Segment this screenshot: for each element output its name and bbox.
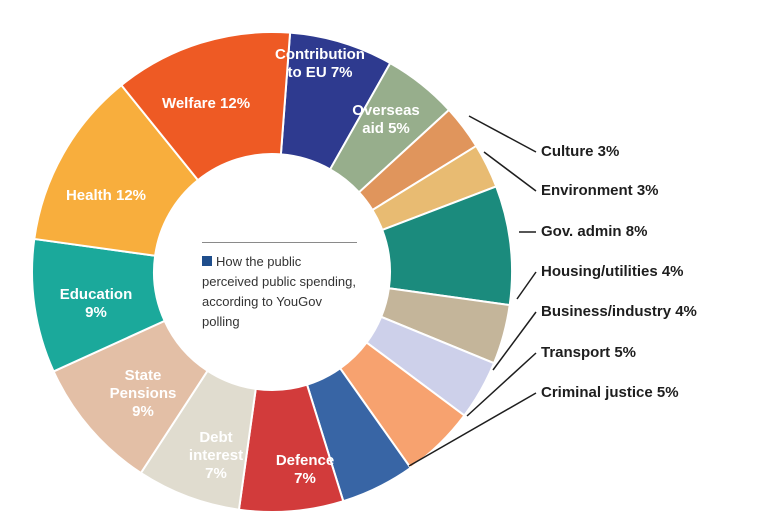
label-overseas-aid-5: Overseas aid 5%	[352, 102, 420, 137]
label-contribution-to-eu-7: Contribution to EU 7%	[275, 46, 365, 81]
slice-welfare-12	[119, 31, 292, 182]
legend-text: How the public perceived public spending…	[202, 254, 356, 329]
slice-health-12	[33, 83, 200, 257]
label-housing-utilities-4: Housing/utilities 4%	[541, 263, 684, 280]
leader-line-housing-utilities-4	[516, 271, 537, 300]
label-environment-3: Environment 3%	[541, 182, 659, 199]
label-transport-5: Transport 5%	[541, 344, 636, 361]
label-debt-interest-7: Debt interest 7%	[189, 429, 243, 482]
label-culture-3: Culture 3%	[541, 143, 619, 160]
leader-line-criminal-justice-5	[408, 392, 537, 467]
label-education-9: Education 9%	[60, 286, 133, 321]
label-business-industry-4: Business/industry 4%	[541, 303, 697, 320]
leader-line-business-industry-4	[492, 311, 537, 371]
label-welfare-12: Welfare 12%	[162, 95, 250, 112]
label-criminal-justice-5: Criminal justice 5%	[541, 384, 679, 401]
legend-swatch	[202, 256, 212, 266]
leader-line-culture-3	[468, 115, 537, 153]
label-state-pensions-9: State Pensions 9%	[110, 367, 177, 420]
label-health-12: Health 12%	[66, 187, 146, 204]
chart-legend: How the public perceived public spending…	[202, 242, 357, 332]
leader-line-environment-3	[483, 151, 537, 192]
label-gov-admin-8: Gov. admin 8%	[541, 223, 647, 240]
leader-line-transport-5	[466, 352, 537, 417]
label-defence-7: Defence 7%	[276, 452, 334, 487]
